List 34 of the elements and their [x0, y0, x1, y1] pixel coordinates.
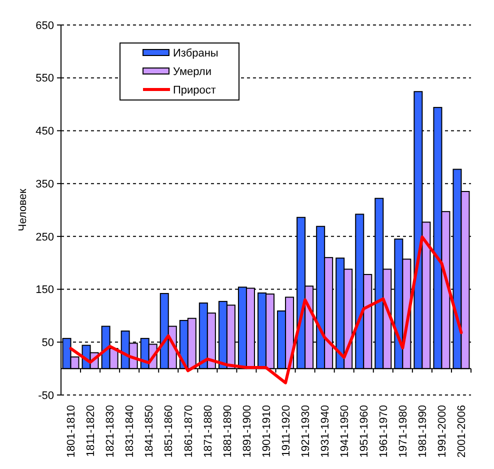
x-tick-label: 1811-1820: [85, 405, 98, 457]
line-series: [69, 235, 463, 384]
x-tick-label: 1941-1950: [338, 405, 351, 458]
legend-label: Умерли: [173, 66, 212, 78]
x-tick-label: 1881-1890: [222, 405, 234, 458]
legend-label: Избраны: [173, 47, 218, 60]
y-axis-title: Человек: [16, 188, 29, 232]
y-tick-label: -50: [38, 390, 54, 402]
x-tick-label: 1891-1900: [241, 405, 254, 458]
x-tick-label: 1981-1990: [417, 405, 430, 458]
x-tick-label: 1931-1940: [319, 405, 332, 458]
x-tick-label: 1821-1830: [104, 405, 117, 458]
x-tick-label: 1921-1930: [300, 405, 312, 458]
x-tick-label: 1841-1850: [144, 405, 156, 458]
y-tick-label: 350: [36, 178, 54, 190]
x-tick-label: 1901-1910: [260, 405, 273, 458]
x-tick-label: 1961-1970: [378, 405, 390, 458]
x-tick-label: 1951-1960: [358, 405, 370, 458]
x-tick-label: 1831-1840: [124, 405, 136, 458]
y-tick-label: 450: [36, 126, 54, 138]
x-tick-label: 1861-1870: [182, 405, 195, 458]
legend-label: Прирост: [173, 84, 216, 96]
y-tick-label: 250: [36, 231, 54, 244]
x-tick-label: 1871-1880: [202, 405, 214, 458]
x-tick-label: 1911-1920: [280, 405, 292, 457]
x-tick-label: 2001-2006: [456, 405, 468, 458]
x-tick-label: 1991-2000: [436, 405, 449, 458]
y-tick-label: 150: [36, 284, 54, 296]
x-tick-label: 1851-1860: [163, 405, 176, 458]
y-tick-label: 650: [36, 20, 54, 32]
y-tick-label: 550: [36, 72, 54, 85]
x-tick-label: 1971-1980: [398, 405, 410, 458]
x-tick-label: 1801-1810: [66, 405, 78, 458]
y-tick-label: 50: [42, 336, 54, 349]
